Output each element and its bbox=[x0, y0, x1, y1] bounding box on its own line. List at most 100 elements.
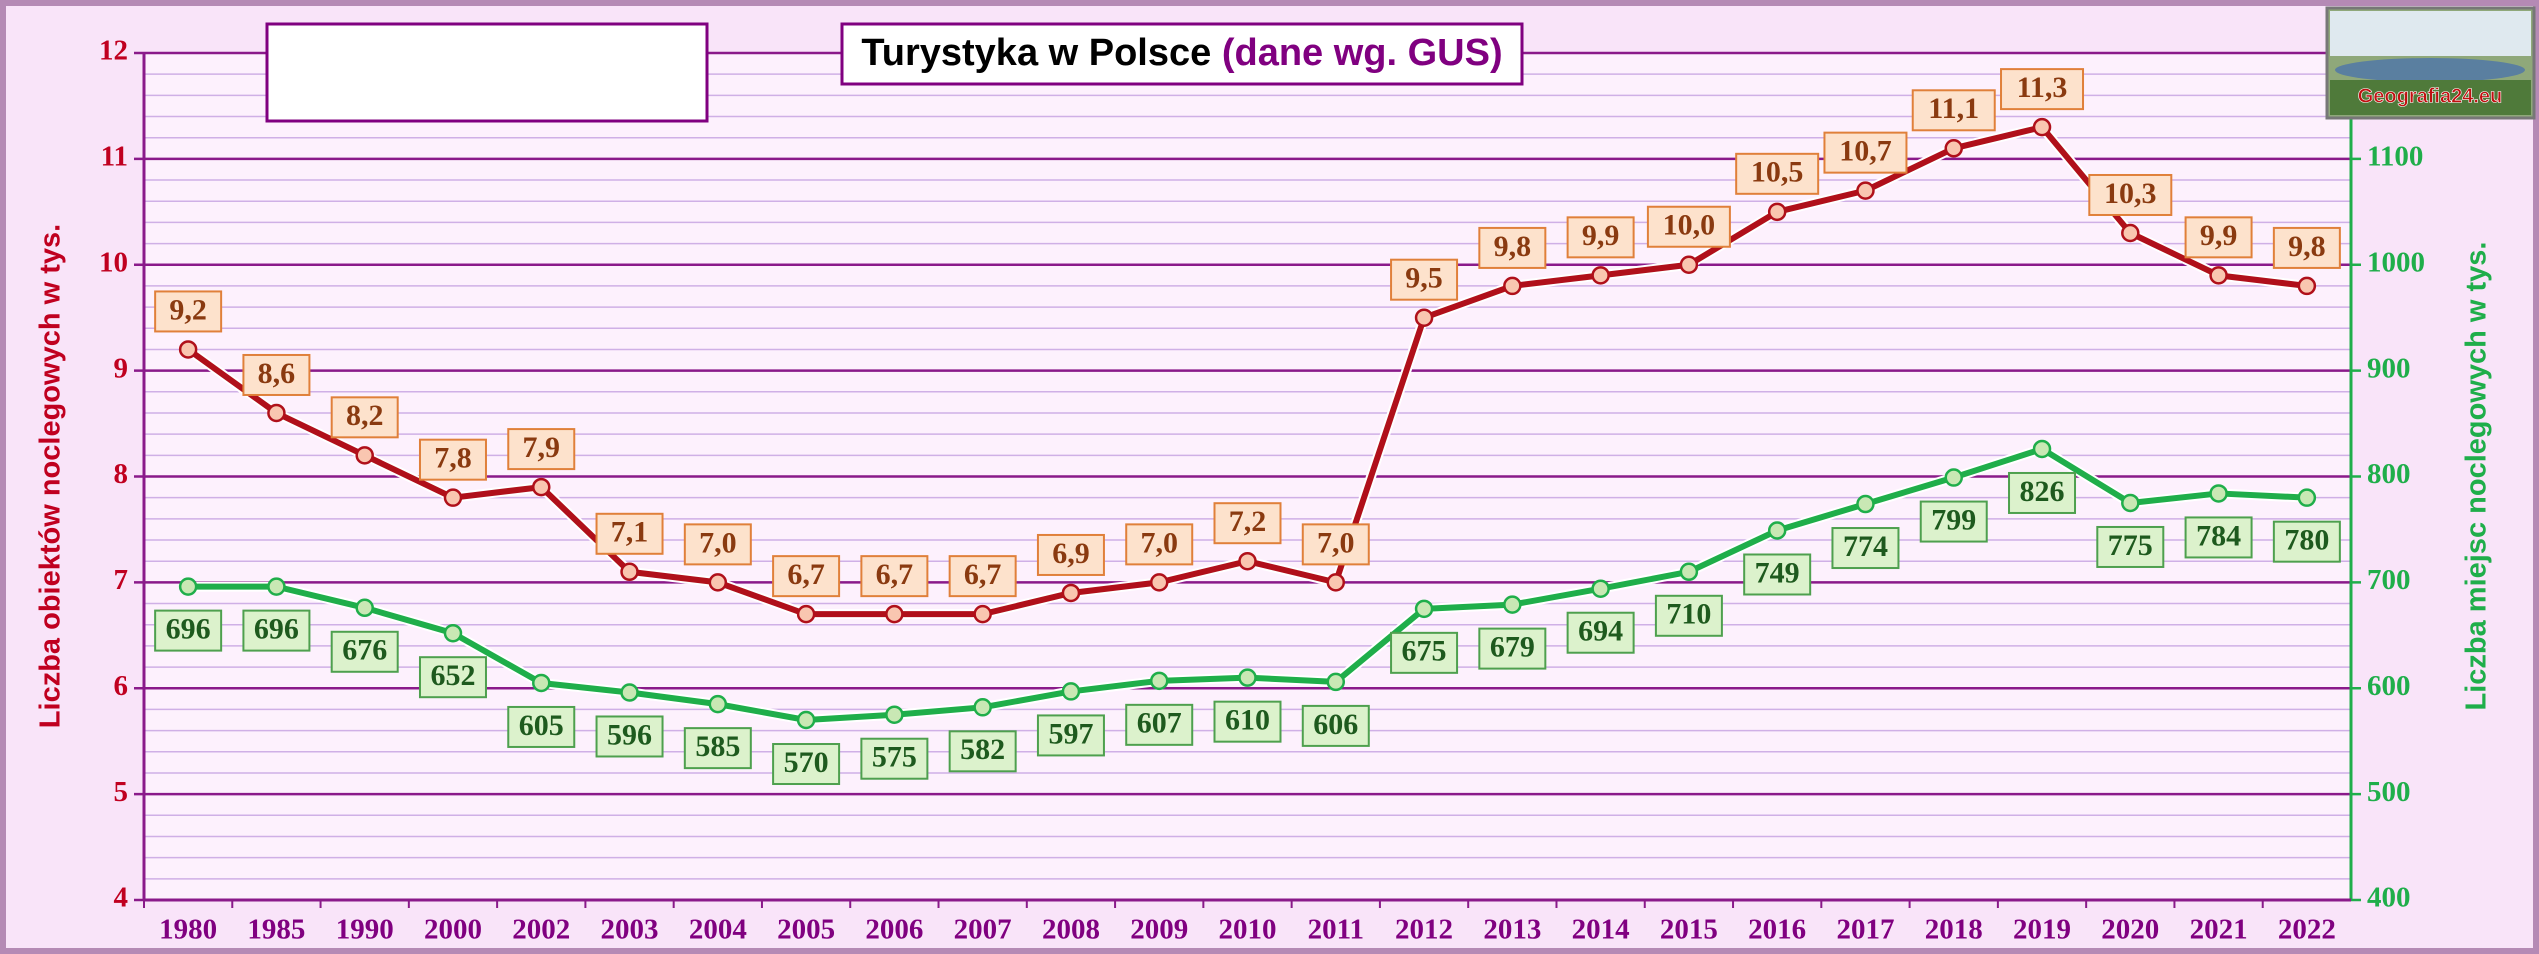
point bbox=[885, 604, 904, 624]
point bbox=[1856, 494, 1875, 514]
y-tick-label: 10 bbox=[99, 246, 128, 278]
x-tick-label: 2002 bbox=[512, 914, 570, 946]
data-label-box bbox=[2008, 471, 2077, 514]
data-label: 570 bbox=[784, 746, 829, 779]
y2-tick-label: 400 bbox=[2367, 882, 2411, 914]
y-tick-label: 8 bbox=[114, 458, 129, 490]
x-tick-label: 2017 bbox=[1836, 914, 1894, 946]
point bbox=[1503, 276, 1522, 296]
data-label-box bbox=[330, 396, 399, 439]
point bbox=[178, 577, 198, 596]
point bbox=[1061, 682, 1081, 701]
point bbox=[973, 698, 992, 717]
x-tick-label: 2022 bbox=[2278, 914, 2336, 946]
point bbox=[1856, 181, 1875, 200]
data-label: 7,2 bbox=[1229, 505, 1267, 538]
data-label-box bbox=[1823, 131, 1908, 174]
data-label: 597 bbox=[1048, 717, 1093, 750]
data-label-box bbox=[1478, 226, 1547, 269]
data-label-box bbox=[1919, 500, 1988, 543]
point bbox=[178, 340, 198, 359]
data-label: 679 bbox=[1490, 630, 1535, 663]
point bbox=[2297, 276, 2317, 296]
data-label-box bbox=[1566, 216, 1635, 259]
data-label: 9,2 bbox=[169, 293, 207, 326]
point bbox=[2209, 266, 2228, 285]
point bbox=[532, 673, 551, 693]
y-tick-label: 7 bbox=[114, 564, 129, 596]
point bbox=[1238, 551, 1257, 571]
data-label: 9,5 bbox=[1405, 262, 1443, 295]
point bbox=[708, 573, 728, 592]
x-tick-label: 2015 bbox=[1660, 914, 1718, 946]
y-tick-label: 4 bbox=[114, 882, 129, 914]
point bbox=[355, 446, 374, 465]
y2-tick-label: 900 bbox=[2367, 352, 2411, 384]
point bbox=[1591, 266, 1610, 285]
data-label-box bbox=[948, 555, 1017, 598]
x-tick-label: 2010 bbox=[1219, 914, 1277, 946]
data-label-box bbox=[1654, 594, 1723, 637]
data-label: 10,0 bbox=[1663, 209, 1716, 242]
data-label: 826 bbox=[2020, 475, 2065, 508]
data-label: 9,9 bbox=[2200, 219, 2238, 252]
point bbox=[2121, 223, 2140, 243]
point bbox=[443, 488, 463, 507]
point bbox=[1149, 671, 1169, 691]
point bbox=[2032, 439, 2052, 459]
data-label-box bbox=[154, 290, 223, 333]
data-label-box bbox=[2272, 520, 2341, 563]
data-label-box bbox=[1036, 533, 1105, 576]
data-label: 11,3 bbox=[2017, 71, 2068, 104]
point bbox=[267, 403, 286, 423]
y-tick-label: 6 bbox=[114, 670, 129, 702]
point bbox=[1944, 468, 1963, 487]
data-label-box bbox=[772, 555, 841, 598]
data-label: 8,2 bbox=[346, 399, 384, 432]
data-label-box bbox=[1301, 523, 1370, 566]
data-label-box bbox=[860, 737, 929, 780]
title: Turystyka w Polsce bbox=[861, 32, 1211, 74]
data-label-box bbox=[507, 428, 576, 471]
data-label: 9,9 bbox=[1582, 219, 1620, 252]
data-label-box bbox=[2184, 216, 2253, 259]
data-label: 10,5 bbox=[1751, 156, 1804, 189]
point bbox=[2032, 117, 2052, 137]
point bbox=[1944, 139, 1963, 158]
data-label-box bbox=[1831, 527, 1900, 570]
data-label: 582 bbox=[960, 733, 1005, 766]
x-tick-label: 2006 bbox=[865, 914, 923, 946]
point bbox=[1061, 583, 1081, 603]
data-label-box bbox=[2000, 68, 2085, 111]
data-label: 775 bbox=[2108, 529, 2153, 562]
data-label: 6,7 bbox=[876, 558, 914, 591]
point bbox=[267, 577, 286, 596]
point bbox=[1238, 668, 1257, 687]
data-label: 799 bbox=[1931, 503, 1976, 536]
data-label: 575 bbox=[872, 741, 917, 774]
y2-tick-label: 600 bbox=[2367, 670, 2411, 702]
data-label: 780 bbox=[2284, 524, 2329, 557]
point bbox=[885, 705, 904, 724]
y-tick-label: 5 bbox=[114, 776, 129, 808]
data-label: 11,1 bbox=[1928, 92, 1979, 125]
data-label-box bbox=[1213, 502, 1282, 545]
subtitle: (dane wg. GUS) bbox=[1222, 32, 1503, 74]
data-label-box bbox=[242, 609, 311, 652]
y2-tick-label: 500 bbox=[2367, 776, 2411, 808]
point bbox=[973, 604, 992, 624]
data-label: 7,0 bbox=[1317, 526, 1355, 559]
logo-water bbox=[2335, 58, 2525, 82]
point bbox=[1591, 579, 1610, 598]
data-label-box bbox=[1646, 205, 1731, 248]
data-label-box bbox=[330, 630, 399, 673]
logo-text: Geografia24.eu bbox=[2358, 85, 2503, 107]
y-tick-label: 12 bbox=[99, 35, 128, 67]
data-label-box bbox=[418, 656, 487, 699]
data-label: 694 bbox=[1578, 615, 1623, 648]
data-label: 652 bbox=[430, 659, 475, 692]
data-label-box bbox=[595, 512, 664, 555]
x-tick-label: 2004 bbox=[689, 914, 747, 946]
data-label: 710 bbox=[1666, 598, 1711, 631]
